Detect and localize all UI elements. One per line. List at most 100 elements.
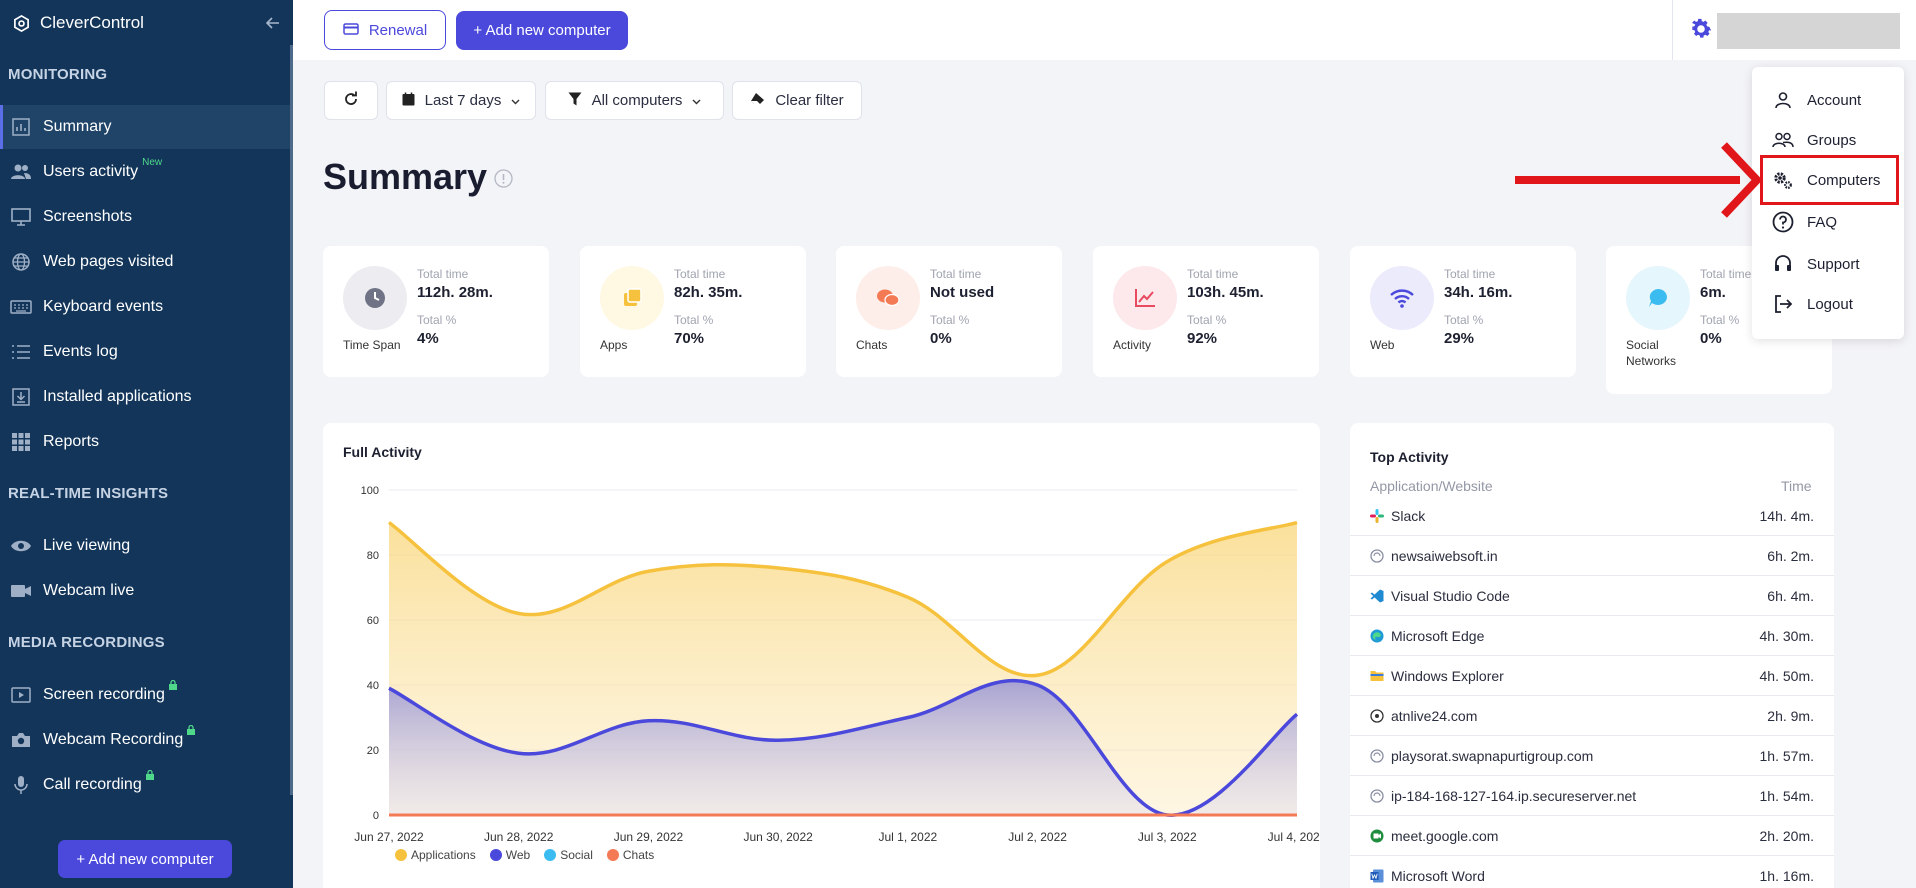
- table-row[interactable]: Microsoft Edge 4h. 30m.: [1350, 616, 1834, 656]
- stat-label: Total time: [674, 267, 726, 281]
- sidebar-item-webcam-recording[interactable]: Webcam Recording: [0, 718, 290, 762]
- period-select[interactable]: Last 7 days: [386, 81, 536, 120]
- section-media: MEDIA RECORDINGS: [8, 634, 165, 651]
- sidebar-item-webcam-live[interactable]: Webcam live: [0, 569, 290, 613]
- app-time: 2h. 20m.: [1759, 827, 1814, 844]
- table-row[interactable]: atnlive24.com 2h. 9m.: [1350, 696, 1834, 736]
- y-tick-label: 100: [361, 485, 379, 497]
- group-icon: [1772, 129, 1794, 151]
- stat-label: Total %: [1187, 313, 1227, 327]
- brand[interactable]: CleverControl: [12, 10, 144, 36]
- menu-item-logout[interactable]: Logout: [1752, 284, 1904, 324]
- menu-item-computers[interactable]: Computers: [1752, 160, 1904, 200]
- app-name: Windows Explorer: [1391, 667, 1504, 684]
- stat-label: Total %: [674, 313, 714, 327]
- sidebar-item-label: Installed applications: [43, 388, 192, 405]
- chevron-down-icon: [511, 92, 520, 109]
- sidebar-item-call-recording[interactable]: Call recording: [0, 763, 290, 807]
- computers-value: All computers: [591, 92, 683, 109]
- play-screen-icon: [10, 684, 32, 706]
- sidebar-item-live-viewing[interactable]: Live viewing: [0, 524, 290, 568]
- legend-applications[interactable]: Applications: [395, 848, 476, 862]
- sidebar-item-screenshots[interactable]: Screenshots: [0, 195, 290, 239]
- section-monitoring: MONITORING: [8, 66, 108, 83]
- menu-item-faq[interactable]: FAQ: [1752, 202, 1904, 242]
- y-tick-label: 0: [373, 810, 379, 822]
- stat-total-percent: 0%: [930, 330, 952, 347]
- x-tick-label: Jul 2, 2022: [1008, 830, 1067, 844]
- computers-select[interactable]: All computers: [545, 81, 724, 120]
- clear-filter-button[interactable]: Clear filter: [732, 81, 862, 120]
- sidebar-scrollbar[interactable]: [290, 45, 293, 795]
- stat-total-percent: 4%: [417, 330, 439, 347]
- grid-icon: [10, 431, 32, 453]
- table-row[interactable]: Visual Studio Code 6h. 4m.: [1350, 576, 1834, 616]
- renewal-label: Renewal: [368, 21, 428, 39]
- app-time: 1h. 16m.: [1759, 867, 1814, 884]
- menu-item-account[interactable]: Account: [1752, 80, 1904, 120]
- stat-card-web: Web Total time 34h. 16m. Total % 29%: [1350, 246, 1576, 377]
- stat-card-time-span: Time Span Total time 112h. 28m. Total % 4%: [323, 246, 549, 377]
- table-row[interactable]: ip-184-168-127-164.ip.secureserver.net 1h…: [1350, 776, 1834, 816]
- clevercontrol-logo-icon: [12, 14, 30, 32]
- menu-item-support[interactable]: Support: [1752, 244, 1904, 284]
- filter-icon: [568, 92, 582, 110]
- sidebar-item-web-pages[interactable]: Web pages visited: [0, 240, 290, 284]
- legend-web[interactable]: Web: [489, 848, 530, 862]
- menu-item-label: Groups: [1807, 131, 1857, 149]
- lock-icon: [145, 767, 155, 785]
- stat-label: Total %: [930, 313, 970, 327]
- user-name-placeholder[interactable]: [1717, 13, 1900, 49]
- info-icon[interactable]: [494, 169, 513, 188]
- gear-icon[interactable]: [1688, 16, 1714, 42]
- sidebar-item-summary[interactable]: Summary: [0, 105, 290, 149]
- refresh-button[interactable]: [324, 81, 378, 120]
- top-activity-title: Top Activity: [1370, 449, 1449, 465]
- stat-label: Total %: [1444, 313, 1484, 327]
- sidebar-item-label: Web pages visited: [43, 253, 174, 270]
- stat-label: Total time: [1444, 267, 1496, 281]
- table-row[interactable]: Microsoft Word 1h. 16m.: [1350, 856, 1834, 888]
- legend-label: Applications: [411, 848, 476, 862]
- table-row[interactable]: Slack 14h. 4m.: [1350, 496, 1834, 536]
- table-row[interactable]: playsorat.swapnapurtigroup.com 1h. 57m.: [1350, 736, 1834, 776]
- menu-item-groups[interactable]: Groups: [1752, 120, 1904, 160]
- legend-dot: [544, 849, 557, 861]
- sidebar-item-events-log[interactable]: Events log: [0, 330, 290, 374]
- legend-chats[interactable]: Chats: [606, 848, 654, 862]
- sidebar-item-installed-applications[interactable]: Installed applications: [0, 375, 290, 419]
- sidebar-item-reports[interactable]: Reports: [0, 420, 290, 464]
- legend-dot: [489, 849, 502, 861]
- series-area-web: [389, 680, 1297, 816]
- vscode-icon: [1369, 588, 1385, 604]
- sidebar-add-computer-button[interactable]: + Add new computer: [58, 840, 232, 878]
- sidebar-item-label: Webcam live: [43, 582, 135, 599]
- column-header-time: Time: [1781, 478, 1812, 494]
- sidebar-item-users-activity[interactable]: Users activity New: [0, 150, 290, 194]
- lock-icon: [168, 677, 178, 695]
- app-name: newsaiwebsoft.in: [1391, 547, 1498, 564]
- lock-icon: [186, 722, 196, 740]
- collapse-sidebar-icon[interactable]: [262, 12, 284, 34]
- logout-icon: [1772, 293, 1794, 315]
- add-new-computer-button[interactable]: + Add new computer: [456, 11, 628, 50]
- stat-total-time: 34h. 16m.: [1444, 284, 1513, 301]
- app-time: 6h. 4m.: [1767, 587, 1814, 604]
- word-icon: [1369, 868, 1385, 884]
- legend-social[interactable]: Social: [544, 848, 593, 862]
- card-icon: [343, 22, 359, 39]
- keyboard-icon: [10, 296, 32, 318]
- monitor-icon: [10, 206, 32, 228]
- x-tick-label: Jun 30, 2022: [743, 830, 813, 844]
- table-row[interactable]: meet.google.com 2h. 20m.: [1350, 816, 1834, 856]
- table-row[interactable]: Windows Explorer 4h. 50m.: [1350, 656, 1834, 696]
- sidebar-item-label: Call recording: [43, 776, 142, 793]
- full-activity-chart: 0 20 40 60 80 100 Jun 27, 2022 Jun 28, 2022 Jun …: [354, 485, 1320, 844]
- column-header-app: Application/Website: [1370, 478, 1493, 494]
- renewal-button[interactable]: Renewal: [324, 10, 446, 50]
- sidebar-item-keyboard-events[interactable]: Keyboard events: [0, 285, 290, 329]
- stat-total-percent: 92%: [1187, 330, 1218, 347]
- sidebar-item-screen-recording[interactable]: Screen recording: [0, 673, 290, 717]
- stat-label: Total time: [1187, 267, 1239, 281]
- table-row[interactable]: newsaiwebsoft.in 6h. 2m.: [1350, 536, 1834, 576]
